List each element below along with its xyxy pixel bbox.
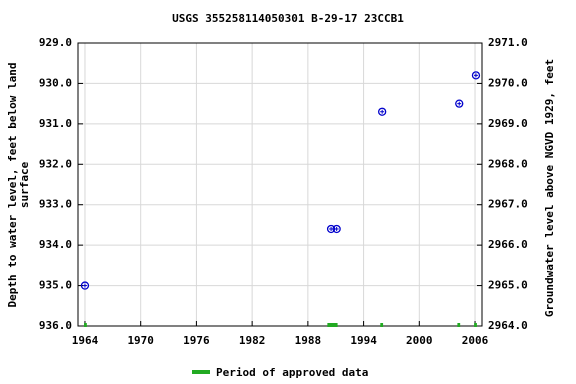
legend-label: Period of approved data <box>216 366 368 379</box>
approved-period <box>84 323 87 327</box>
plot-frame <box>77 42 483 327</box>
x-tick-label: 1970 <box>127 334 154 347</box>
y-tick-label: 929.0 <box>39 36 72 49</box>
y-axis-label: Depth to water level, feet below land <box>6 62 19 307</box>
data-point <box>378 107 387 116</box>
y2-tick-label: 2970.0 <box>488 76 528 89</box>
data-point <box>326 224 336 234</box>
y-tick-label: 932.0 <box>39 157 72 170</box>
y2-tick-label: 2964.0 <box>488 319 528 332</box>
y2-tick-label: 2969.0 <box>488 117 528 130</box>
data-point <box>80 281 90 290</box>
y2-axis-label: Groundwater level above NGVD 1929, feet <box>543 59 556 317</box>
y-tick-label: 930.0 <box>39 76 72 89</box>
approved-period <box>457 323 461 327</box>
x-tick-label: 2006 <box>462 334 489 347</box>
data-point <box>455 99 464 108</box>
data-point <box>332 224 341 234</box>
y-tick-label: 931.0 <box>39 117 72 130</box>
y-tick-label: 936.0 <box>39 319 72 332</box>
approved-period <box>380 323 384 327</box>
y-tick-label: 933.0 <box>39 198 72 211</box>
y-tick-label: 934.0 <box>39 238 72 251</box>
x-tick-label: 2000 <box>406 334 433 347</box>
x-tick-label: 1994 <box>350 334 377 347</box>
x-tick-label: 1964 <box>72 334 99 347</box>
approved-period <box>327 323 338 327</box>
y2-tick-label: 2966.0 <box>488 238 528 251</box>
data-point <box>471 71 481 80</box>
chart-title: USGS 355258114050301 B-29-17 23CCB1 <box>172 12 404 25</box>
y2-tick-label: 2967.0 <box>488 198 528 211</box>
x-tick-label: 1982 <box>239 334 266 347</box>
y-axis-label: surface <box>18 161 31 208</box>
x-tick-label: 1988 <box>295 334 322 347</box>
y2-tick-label: 2971.0 <box>488 36 528 49</box>
x-tick-label: 1976 <box>183 334 210 347</box>
approved-period <box>474 323 477 327</box>
y-tick-label: 935.0 <box>39 279 72 292</box>
y2-tick-label: 2968.0 <box>488 157 528 170</box>
y2-tick-label: 2965.0 <box>488 279 528 292</box>
